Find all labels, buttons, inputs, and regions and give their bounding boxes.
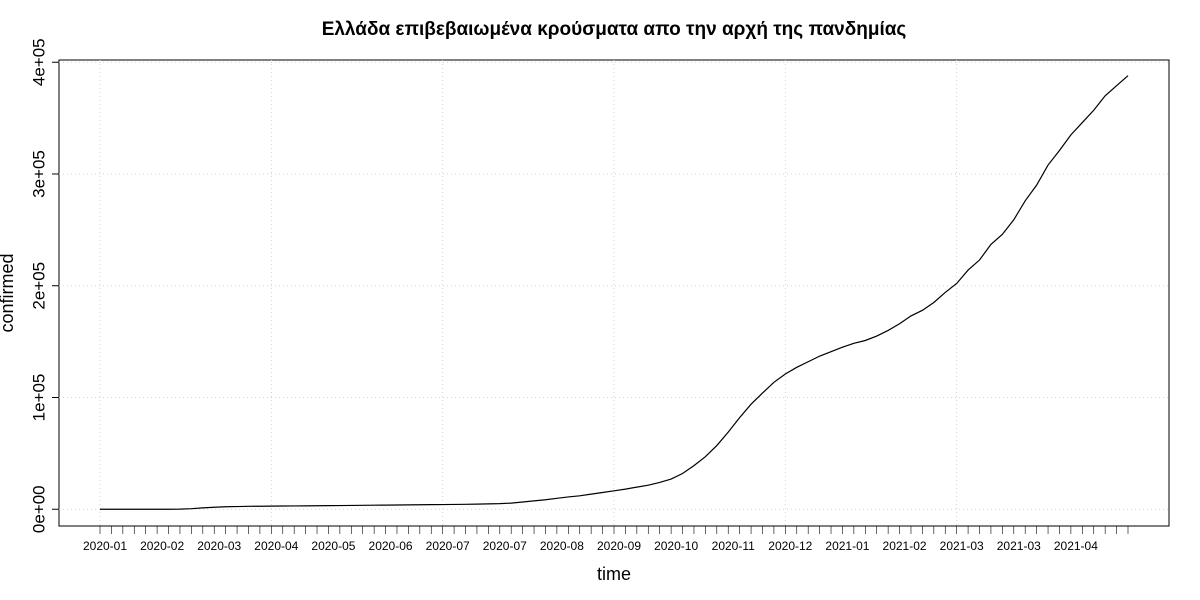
x-tick-label: 2020-06 — [369, 539, 413, 553]
y-axis-label: confirmed — [0, 253, 17, 332]
x-tick-label: 2020-01 — [83, 539, 127, 553]
x-tick-label: 2021-02 — [883, 539, 927, 553]
y-tick-label: 1e+05 — [29, 374, 48, 422]
x-tick-label: 2020-07 — [483, 539, 527, 553]
x-tick-label: 2020-09 — [597, 539, 641, 553]
x-tick-label: 2020-07 — [426, 539, 470, 553]
x-tick-label: 2020-04 — [254, 539, 298, 553]
chart-title: Ελλάδα επιβεβαιωμένα κρούσματα απο την α… — [322, 19, 907, 40]
x-tick-label: 2020-02 — [140, 539, 184, 553]
x-tick-label: 2021-01 — [825, 539, 869, 553]
y-tick-label: 0e+00 — [29, 485, 48, 533]
y-tick-label: 2e+05 — [29, 262, 48, 310]
x-tick-label: 2020-05 — [311, 539, 355, 553]
y-tick-label: 4e+05 — [29, 38, 48, 86]
x-axis-label: time — [597, 564, 631, 584]
x-tick-label: 2020-03 — [197, 539, 241, 553]
x-tick-label: 2020-08 — [540, 539, 584, 553]
x-tick-label: 2020-11 — [712, 539, 755, 553]
x-tick-label: 2020-12 — [768, 539, 812, 553]
x-tick-label: 2021-04 — [1054, 539, 1098, 553]
y-tick-label: 3e+05 — [29, 150, 48, 198]
line — [100, 75, 1129, 510]
x-tick-label: 2021-03 — [997, 539, 1041, 553]
x-tick-label: 2021-03 — [940, 539, 984, 553]
x-tick-label: 2020-10 — [654, 539, 698, 553]
